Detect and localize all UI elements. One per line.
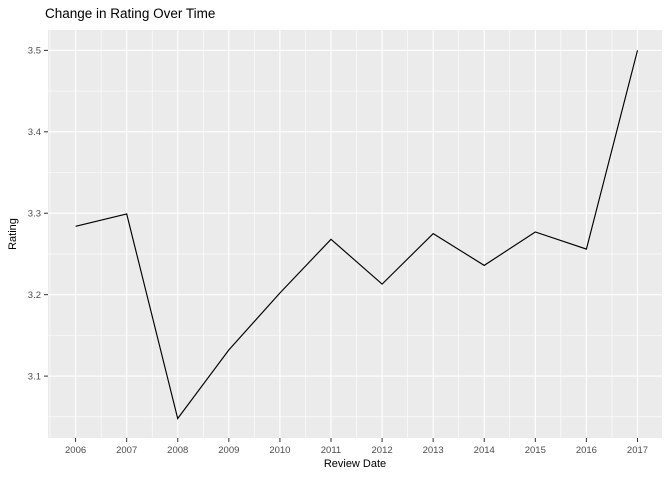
plot-panel (48, 30, 662, 438)
x-tick-label: 2008 (167, 445, 188, 456)
y-tick-label: 3.4 (28, 127, 41, 138)
x-tick-label: 2013 (423, 445, 444, 456)
x-tick-label: 2014 (474, 445, 495, 456)
x-tick-label: 2015 (525, 445, 546, 456)
y-tick-label: 3.1 (28, 371, 41, 382)
data-line (75, 50, 639, 420)
x-tick-label: 2006 (65, 445, 86, 456)
x-tick-label: 2017 (627, 445, 648, 456)
y-tick-label: 3.5 (28, 46, 41, 57)
x-tick-label: 2009 (218, 445, 239, 456)
x-tick-label: 2010 (269, 445, 290, 456)
x-tick-label: 2012 (372, 445, 393, 456)
x-tick-label: 2007 (116, 445, 137, 456)
y-tick-label: 3.2 (28, 290, 41, 301)
y-axis-title: Rating (7, 218, 19, 250)
x-tick-label: 2016 (576, 445, 597, 456)
x-axis-title: Review Date (323, 458, 387, 470)
x-tick-label: 2011 (321, 445, 341, 456)
chart-title: Change in Rating Over Time (45, 6, 216, 21)
y-tick-label: 3.3 (28, 208, 41, 219)
